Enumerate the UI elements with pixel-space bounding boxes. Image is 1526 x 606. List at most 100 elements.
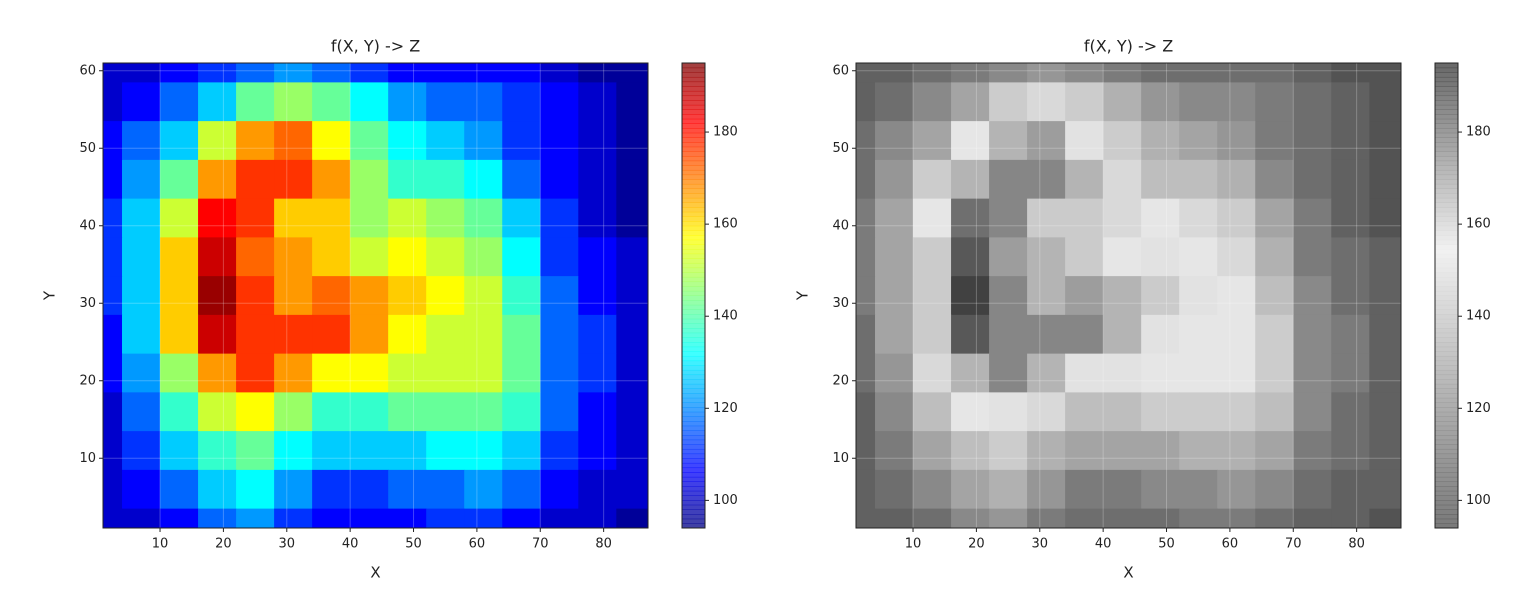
contour-cell: [388, 159, 427, 200]
contour-cell: [350, 159, 389, 200]
contour-cell: [540, 121, 579, 161]
contour-cell: [426, 392, 465, 432]
colorbar-swatch: [682, 156, 705, 162]
y-axis-label: Y: [794, 290, 812, 301]
colorbar-swatch: [1435, 267, 1458, 273]
contour-cell: [1369, 314, 1402, 355]
colorbar-swatch: [682, 448, 705, 455]
contour-cell: [1255, 508, 1294, 529]
contour-cell: [502, 431, 541, 471]
colorbar-swatch: [682, 518, 705, 524]
contour-cell: [464, 392, 503, 432]
contour-cell: [1179, 431, 1218, 471]
contour-cell: [426, 198, 465, 238]
contour-cell: [989, 237, 1028, 277]
colorbar-swatch: [682, 188, 705, 194]
contour-cell: [616, 82, 649, 122]
contour-cell: [951, 198, 990, 238]
colorbar-swatch: [1435, 207, 1458, 213]
contour-cell: [856, 431, 876, 471]
y-tick-label: 30: [832, 296, 849, 311]
contour-cell: [1027, 392, 1066, 432]
contour-cell: [502, 314, 541, 355]
contour-cell: [1255, 353, 1294, 393]
contour-cell: [1027, 469, 1066, 510]
contour-cell: [913, 159, 952, 200]
contour-cell: [913, 314, 952, 355]
y-tick-label: 50: [79, 141, 96, 156]
colorbar-swatch: [1435, 495, 1458, 501]
contour-cell: [1255, 237, 1294, 277]
contour-cell: [1103, 431, 1142, 471]
contour-cell: [913, 431, 952, 471]
colorbar-swatch: [682, 453, 705, 459]
colorbar-swatch: [682, 332, 705, 338]
colorbar-swatch: [1435, 318, 1458, 324]
contour-cell: [913, 508, 952, 529]
contour-cell: [540, 198, 579, 238]
contour-cell: [1331, 237, 1370, 277]
contour-cell: [160, 237, 199, 277]
colorbar-swatch: [682, 328, 705, 334]
colorbar-swatch: [682, 500, 705, 506]
colorbar-swatch: [1435, 421, 1458, 427]
colorbar-swatch: [1435, 407, 1458, 413]
colorbar-swatch: [1435, 160, 1458, 166]
colorbar-swatch: [1435, 355, 1458, 362]
contour-cell: [502, 198, 541, 238]
contour-cell: [1103, 314, 1142, 355]
contour-cell: [1027, 159, 1066, 200]
contour-cell: [350, 198, 389, 238]
contour-cell: [236, 314, 275, 355]
contour-cell: [1179, 314, 1218, 355]
contour-cell: [198, 314, 237, 355]
contour-cell: [1141, 159, 1180, 200]
colorbar-swatch: [1435, 416, 1458, 422]
colorbar-swatch: [682, 146, 705, 152]
contour-cell: [1103, 392, 1142, 432]
contour-cell: [578, 159, 617, 200]
contour-cell: [1331, 508, 1370, 529]
contour-cell: [1027, 63, 1066, 83]
contour-cell: [502, 276, 541, 316]
x-tick-label: 40: [342, 537, 359, 552]
contour-cell: [350, 237, 389, 277]
contour-cell: [1103, 121, 1142, 161]
contour-cell: [875, 276, 914, 316]
colorbar-swatch: [682, 514, 705, 520]
y-tick-label: 60: [79, 63, 96, 78]
colorbar-swatch: [1435, 272, 1458, 278]
colorbar-swatch: [682, 128, 705, 134]
colorbar-swatch: [1435, 249, 1458, 255]
chart-title: f(X, Y) -> Z: [1084, 37, 1173, 56]
colorbar-swatch: [1435, 304, 1458, 310]
contour-cell: [1141, 276, 1180, 316]
contour-cell: [1217, 276, 1256, 316]
colorbar-swatch: [1435, 281, 1458, 287]
colorbar-swatch: [682, 104, 705, 110]
colorbar-swatch: [1435, 486, 1458, 492]
contour-cell: [1217, 314, 1256, 355]
contour-cell: [989, 198, 1028, 238]
contour-cell: [951, 63, 990, 83]
contour-cell: [540, 63, 579, 83]
contour-cell: [616, 159, 649, 200]
contour-cell: [875, 198, 914, 238]
contour-cell: [913, 198, 952, 238]
contour-cell: [1065, 469, 1104, 510]
colorbar-swatch: [1435, 142, 1458, 148]
contour-cell: [350, 353, 389, 393]
contour-cell: [122, 431, 161, 471]
contour-cell: [274, 82, 313, 122]
contour-cell: [1141, 314, 1180, 355]
contour-cell: [913, 121, 952, 161]
colorbar-swatch: [682, 458, 705, 464]
contour-cell: [1103, 469, 1142, 510]
colorbar-swatch: [1435, 388, 1458, 394]
contour-cell: [160, 121, 199, 161]
contour-cell: [274, 63, 313, 83]
colorbar-swatch: [682, 467, 705, 473]
colorbar-swatch: [1435, 523, 1458, 529]
contour-cell: [616, 63, 649, 83]
contour-cell: [1255, 314, 1294, 355]
